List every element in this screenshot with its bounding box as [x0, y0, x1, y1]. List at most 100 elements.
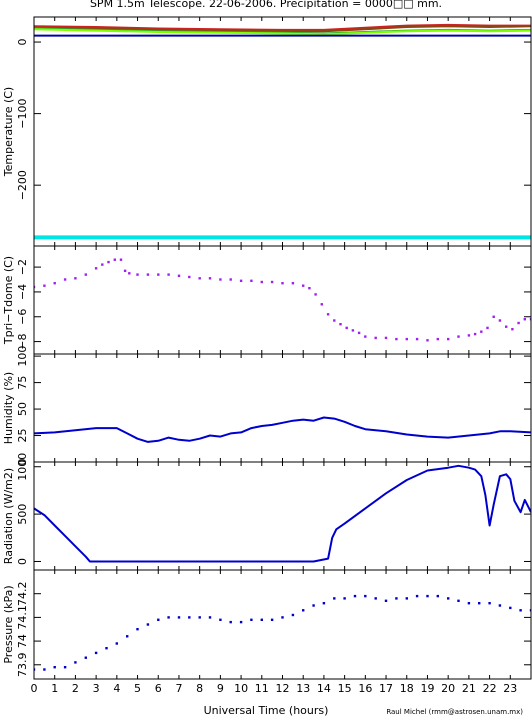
data-point-tpri-tdome-31	[314, 293, 317, 296]
data-point-tpri-tdome-27	[281, 282, 284, 285]
data-point-pressure-41	[457, 599, 460, 602]
data-point-tpri-tdome-54	[498, 319, 502, 322]
data-point-tpri-tdome-57	[517, 321, 520, 325]
x-tick-label-16: 16	[358, 682, 372, 695]
data-point-pressure-46	[509, 606, 512, 610]
data-point-pressure-37	[415, 594, 419, 598]
data-point-tpri-tdome-7	[101, 263, 104, 266]
data-point-pressure-42	[467, 602, 471, 605]
data-point-tpri-tdome-56	[511, 328, 514, 331]
x-tick-label-18: 18	[400, 682, 414, 695]
data-point-pressure-28	[322, 602, 326, 605]
data-point-tpri-tdome-16	[167, 273, 170, 276]
data-point-tpri-tdome-47	[447, 337, 450, 341]
x-tick-label-17: 17	[379, 682, 393, 695]
data-point-tpri-tdome-9	[113, 258, 116, 261]
x-tick-label-13: 13	[296, 682, 310, 695]
series-line-temperature-3	[34, 28, 531, 36]
x-tick-label-7: 7	[175, 682, 182, 695]
data-point-tpri-tdome-28	[291, 282, 295, 285]
y-tick-label-humidity-3: 75	[16, 376, 29, 390]
y-axis-label-tpri-tdome: Tpri−Tdome (C)	[2, 256, 15, 345]
data-point-tpri-tdome-50	[473, 332, 477, 336]
data-point-tpri-tdome-36	[345, 326, 348, 330]
x-tick-label-20: 20	[441, 682, 455, 695]
data-point-pressure-15	[188, 616, 191, 619]
y-tick-label-pressure-2: 74.1	[16, 605, 29, 630]
data-point-tpri-tdome-12	[128, 272, 131, 275]
data-point-pressure-16	[198, 616, 201, 619]
data-point-pressure-38	[426, 594, 429, 598]
data-point-tpri-tdome-42	[395, 337, 398, 341]
x-tick-label-9: 9	[217, 682, 224, 695]
y-tick-label-pressure-0: 73.9	[16, 653, 29, 678]
y-tick-label-pressure-3: 74.2	[16, 581, 29, 606]
data-point-tpri-tdome-30	[308, 287, 311, 290]
x-tick-label-3: 3	[93, 682, 100, 695]
x-tick-label-21: 21	[462, 682, 476, 695]
series-group-tpri-tdome	[34, 258, 531, 342]
data-point-pressure-6	[94, 651, 98, 655]
x-tick-label-23: 23	[503, 682, 517, 695]
x-tick-label-2: 2	[72, 682, 79, 695]
series-line-radiation-0	[34, 464, 531, 563]
x-tick-label-8: 8	[196, 682, 203, 695]
x-tick-label-10: 10	[234, 682, 248, 695]
data-point-pressure-48	[529, 609, 531, 612]
y-tick-label-radiation-2: 1000	[16, 453, 29, 481]
x-tick-label-15: 15	[338, 682, 352, 695]
data-point-pressure-11	[146, 623, 150, 626]
series-line-temperature-0	[34, 23, 531, 31]
y-tick-label-humidity-1: 25	[16, 429, 29, 443]
y-axis-label-pressure: Pressure (kPa)	[2, 585, 15, 663]
data-point-pressure-21	[250, 618, 253, 621]
y-tick-label-temperature-1: −100	[16, 99, 29, 129]
chart-title: SPM 1.5m Telescope. 22-06-2006. Precipit…	[90, 0, 442, 10]
data-point-pressure-36	[405, 597, 408, 600]
data-point-pressure-22	[260, 618, 263, 621]
y-axis-label-humidity: Humidity (%)	[2, 372, 15, 444]
y-tick-label-temperature-0: 0	[16, 39, 29, 46]
data-point-pressure-33	[374, 597, 377, 600]
series-group-humidity	[34, 416, 531, 443]
y-tick-label-radiation-1: 500	[16, 504, 29, 525]
y-tick-label-humidity-2: 50	[16, 402, 29, 416]
data-point-tpri-tdome-4	[74, 277, 77, 280]
data-point-tpri-tdome-33	[326, 313, 330, 316]
data-point-tpri-tdome-43	[405, 337, 408, 341]
data-point-pressure-26	[302, 609, 305, 612]
y-tick-label-temperature-2: −200	[16, 170, 29, 200]
panel-frame-humidity	[33, 353, 532, 463]
data-point-pressure-44	[488, 602, 491, 605]
data-point-tpri-tdome-6	[94, 267, 98, 270]
data-point-tpri-tdome-38	[357, 331, 361, 335]
data-point-pressure-13	[167, 616, 170, 619]
panel-frame-pressure	[33, 569, 532, 680]
data-point-tpri-tdome-3	[63, 278, 67, 281]
data-point-tpri-tdome-18	[188, 275, 191, 279]
data-point-tpri-tdome-53	[492, 315, 495, 318]
data-point-tpri-tdome-24	[250, 279, 253, 282]
data-point-pressure-4	[74, 661, 77, 664]
data-point-pressure-29	[333, 597, 336, 600]
y-tick-label-tpri-tdome-2: −6	[16, 309, 29, 325]
x-tick-label-14: 14	[317, 682, 331, 695]
y-tick-label-pressure-1: 74	[16, 634, 29, 648]
data-point-pressure-23	[270, 618, 274, 621]
data-point-pressure-39	[436, 594, 439, 598]
data-point-pressure-35	[395, 597, 398, 600]
y-tick-label-tpri-tdome-1: −4	[16, 284, 29, 300]
data-point-pressure-5	[84, 656, 87, 659]
data-point-pressure-3	[63, 666, 67, 669]
panel-frame-temperature	[33, 16, 532, 247]
data-point-tpri-tdome-0	[34, 285, 36, 289]
y-tick-label-tpri-tdome-0: −2	[16, 259, 29, 275]
credit-text: Raul Michel (rmm@astrosen.unam.mx)	[386, 708, 523, 716]
data-point-pressure-9	[126, 635, 129, 638]
x-axis: 0 1 2 3 4 5 6 7 8 9 10 11 12 13 14 15 16 17 18 19 20 21 22 23	[31, 682, 518, 695]
data-point-tpri-tdome-25	[260, 280, 263, 284]
